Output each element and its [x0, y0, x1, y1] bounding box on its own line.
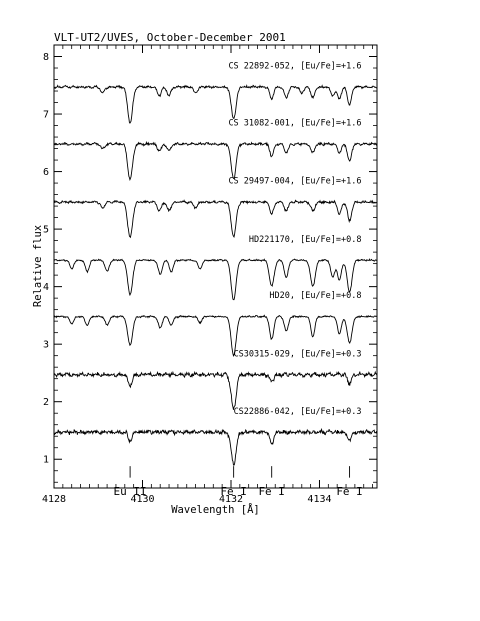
y-tick-label: 1 [43, 455, 49, 466]
spectrum-line [53, 199, 378, 239]
line-marker-label: Fe I [336, 485, 363, 498]
series-label: CS 29497-004, [Eu/Fe]=+1.6 [228, 177, 361, 187]
y-tick-label: 6 [43, 167, 49, 178]
y-tick-label: 4 [43, 282, 49, 293]
x-tick-label: 4128 [42, 494, 66, 505]
series-labels: CS 22892-052, [Eu/Fe]=+1.6 CS 31082-001, … [228, 62, 361, 417]
y-tick-label: 2 [43, 397, 49, 408]
spectrum-line [53, 258, 377, 301]
line-marker-label: Fe I [220, 485, 247, 498]
line-marker-label: Fe I [258, 485, 285, 498]
series-label: HD221170, [Eu/Fe]=+0.8 [249, 235, 362, 245]
axis-ticks: 4128 4130 4132 4134 1 2 3 4 5 6 7 8 [42, 44, 377, 505]
line-marker-label: Eu II [114, 485, 147, 498]
y-axis-label: Relative flux [32, 225, 44, 307]
series-label: CS30315-029, [Eu/Fe]=+0.3 [234, 349, 362, 359]
y-tick-label: 8 [43, 52, 49, 63]
x-tick-label: 4130 [130, 494, 154, 505]
x-axis-label: Wavelength [Å] [171, 503, 260, 516]
y-tick-label: 3 [43, 340, 49, 351]
plot-frame [53, 44, 378, 489]
y-tick-label: 7 [43, 110, 49, 121]
chart-title: VLT-UT2/UVES, October-December 2001 [54, 31, 286, 44]
x-tick-label: 4132 [219, 494, 243, 505]
spectrum-line [53, 427, 378, 466]
spectrum-line [53, 370, 378, 410]
y-tick-label: 5 [43, 225, 49, 236]
spectrum-line [53, 314, 377, 357]
series-label: CS22886-042, [Eu/Fe]=+0.3 [234, 407, 362, 417]
spectra-series [53, 84, 378, 466]
x-tick-label: 4134 [307, 494, 331, 505]
line-markers: Eu II Fe I Fe I Fe I [114, 466, 363, 498]
series-label: CS 31082-001, [Eu/Fe]=+1.6 [228, 119, 361, 129]
spectrum-line [53, 140, 378, 181]
series-label: CS 22892-052, [Eu/Fe]=+1.6 [228, 62, 361, 72]
spectrum-line [54, 84, 378, 124]
series-label: HD20, [Eu/Fe]=+0.8 [269, 291, 361, 301]
